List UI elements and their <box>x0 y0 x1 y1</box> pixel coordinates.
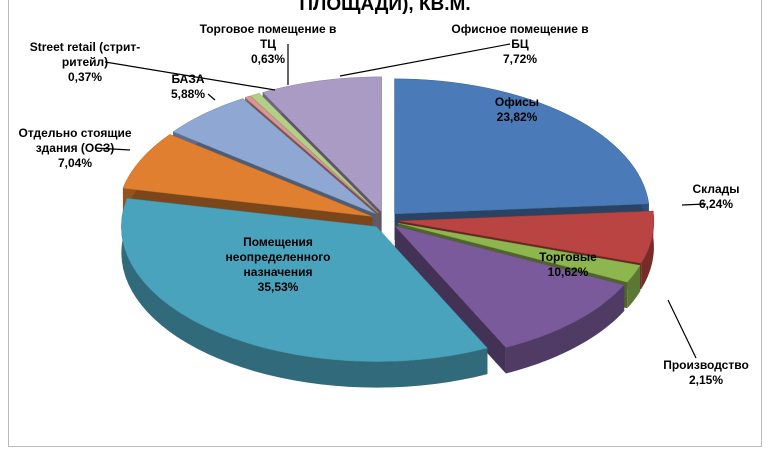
label-name: Торговое помещение в ТЦ <box>199 22 337 51</box>
slice <box>262 76 382 213</box>
label-value: 7,04% <box>57 156 93 170</box>
slice-wall <box>641 211 654 290</box>
leader-line <box>339 43 511 77</box>
slice-tops <box>121 76 655 362</box>
slice <box>244 95 379 213</box>
label-value: 2,15% <box>688 373 724 387</box>
label-value: 0,63% <box>250 52 286 66</box>
leader-line <box>94 147 131 151</box>
slice <box>121 198 488 362</box>
data-label: Офисы 23,82% <box>472 95 562 125</box>
label-name: Street retail (стрит-ритейл) <box>29 40 141 69</box>
leader-line <box>681 203 707 206</box>
label-name: БАЗА <box>171 72 205 86</box>
slice-wall <box>121 198 488 388</box>
label-name: Офисы <box>494 95 540 109</box>
leader-line <box>207 93 216 101</box>
label-value: 0,37% <box>67 70 103 84</box>
slice-wall <box>394 225 506 374</box>
label-name: Помещения неопределенного назначения <box>225 235 331 279</box>
slice <box>398 210 655 264</box>
data-label: Офисное помещение в БЦ 7,72% <box>450 22 590 67</box>
label-value: 7,72% <box>502 52 538 66</box>
label-value: 23,82% <box>496 110 538 124</box>
label-name: Торговые <box>539 250 597 264</box>
label-value: 5,88% <box>170 87 206 101</box>
chart-title: ПЛОЩАДИ), КВ.М. <box>299 0 471 15</box>
leader-line <box>667 299 697 359</box>
label-name: Офисное помещение в БЦ <box>451 22 589 51</box>
data-label: Street retail (стрит-ритейл) 0,37% <box>10 40 160 85</box>
data-label: БАЗА 5,88% <box>158 72 218 102</box>
data-label: Торговые 10,62% <box>523 250 613 280</box>
data-label: Производство 2,15% <box>651 358 761 388</box>
slice <box>122 134 373 217</box>
data-label: Торговое помещение в ТЦ 0,63% <box>193 22 343 67</box>
data-label: Склады 6,24% <box>676 182 756 212</box>
slice-wall <box>627 265 641 309</box>
label-value: 10,62% <box>547 265 589 279</box>
slice <box>394 78 650 215</box>
label-value: 6,24% <box>698 197 734 211</box>
slice <box>394 225 625 348</box>
slice <box>397 222 641 283</box>
label-value: 35,53% <box>257 280 299 294</box>
slice <box>172 98 376 214</box>
leader-line <box>104 61 276 91</box>
label-name: Отдельно стоящие здания (ОСЗ) <box>18 126 132 155</box>
label-name: Склады <box>692 182 740 196</box>
chart-frame <box>8 0 762 447</box>
slice <box>250 92 379 213</box>
data-label: Отдельно стоящие здания (ОСЗ) 7,04% <box>15 126 135 171</box>
slice-wall <box>505 285 625 374</box>
data-label: Помещения неопределенного назначения 35,5… <box>203 235 353 295</box>
label-name: Производство <box>663 358 749 372</box>
